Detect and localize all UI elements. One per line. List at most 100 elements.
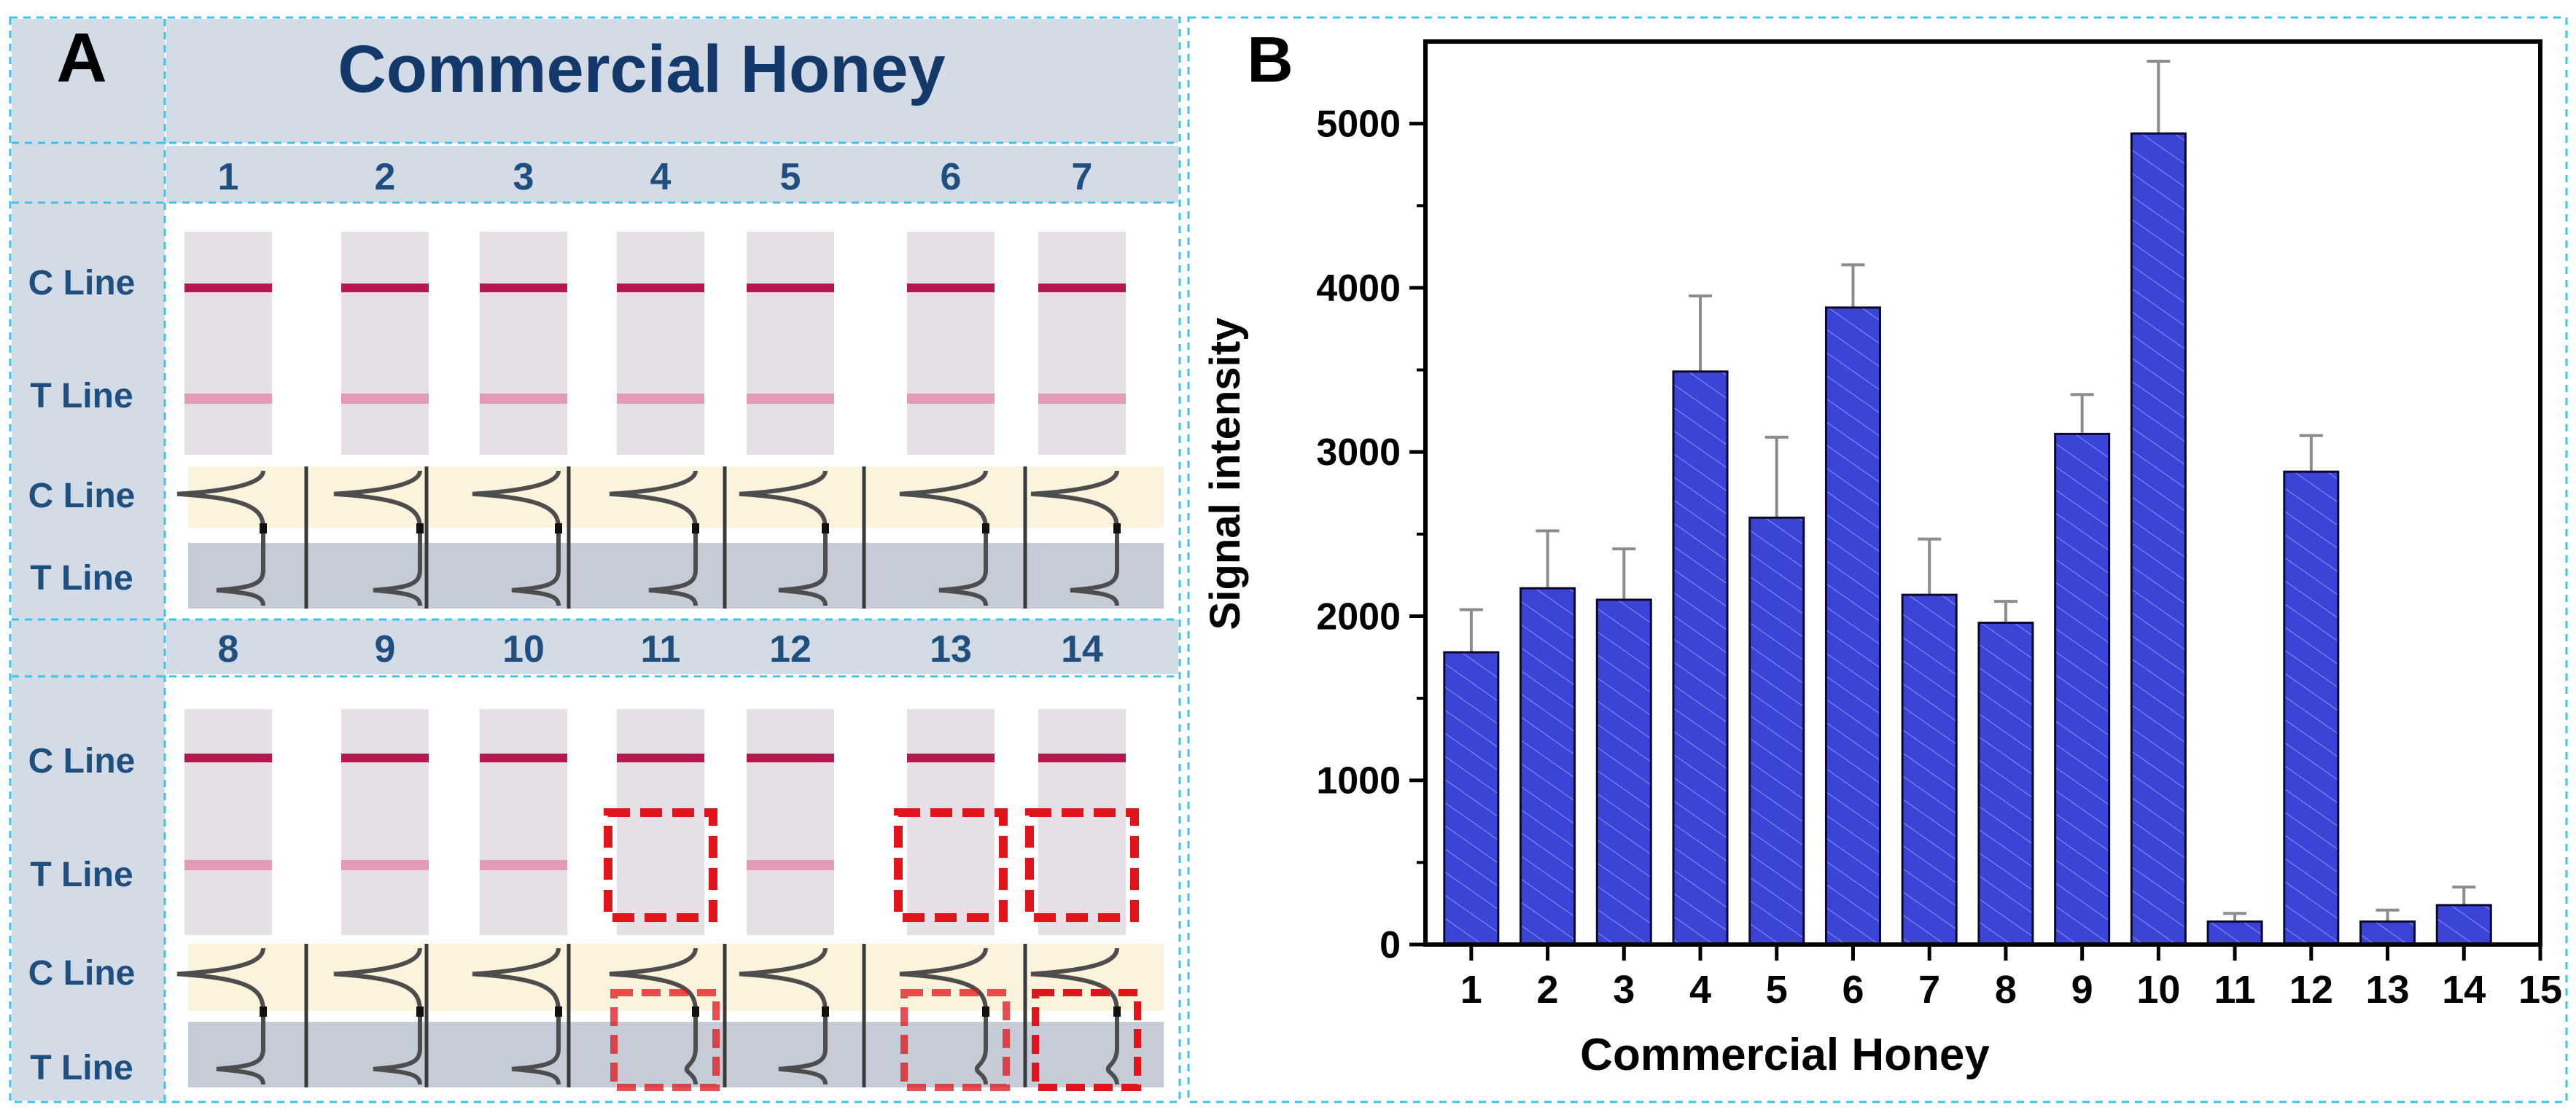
negative-t-line-box: [894, 808, 1008, 922]
sample-number: 5: [780, 156, 801, 198]
scan-curve: [1030, 470, 1119, 606]
x-tick-label: 4: [1689, 968, 1711, 1012]
t-line-label: T Line: [30, 856, 133, 894]
t-line-label: T Line: [30, 1049, 133, 1087]
control-band: [341, 284, 429, 292]
c-curve-band: [188, 944, 1164, 1011]
curve-marker: [1113, 523, 1121, 533]
sample-number: 3: [513, 156, 534, 198]
curve-marker: [822, 1006, 829, 1017]
panel-b-letter: B: [1247, 23, 1293, 95]
scan-curve: [899, 947, 988, 1085]
c-line-label: C Line: [28, 954, 136, 993]
x-axis-label: Commercial Honey: [1580, 1030, 1990, 1080]
x-tick-label: 3: [1613, 968, 1635, 1012]
bar: [2283, 470, 2340, 946]
sample-number: 10: [502, 628, 545, 671]
scan-curve: [333, 947, 422, 1085]
sample-number: 1: [218, 156, 239, 198]
panel-a-border: [9, 16, 1181, 1103]
test-band: [341, 860, 429, 870]
negative-curve-box: [610, 989, 720, 1091]
curve-marker: [982, 1006, 989, 1017]
scan-curve: [472, 947, 561, 1085]
test-band: [747, 394, 834, 404]
scan-curve: [739, 947, 828, 1085]
sample-group-top: 1 2 3 4 5 6 7: [176, 156, 1164, 609]
bar: [2206, 920, 2263, 946]
x-tick-label: 10: [2136, 968, 2180, 1012]
c-curve-band: [188, 466, 1164, 528]
negative-curve-box: [900, 989, 1010, 1091]
x-tick-label: 13: [2366, 968, 2410, 1012]
x-tick-label: 2: [1537, 968, 1559, 1012]
sample-number: 13: [930, 628, 972, 671]
x-tick-label: 12: [2289, 968, 2333, 1012]
control-band: [907, 284, 995, 292]
test-strip: [747, 709, 834, 935]
bar: [1443, 651, 1500, 946]
sample-number: 11: [641, 628, 681, 671]
bar: [1901, 593, 1958, 946]
panel-a: A Commercial Honey C Line T Line C Line …: [9, 16, 1181, 1103]
row-label-column: [12, 19, 165, 1101]
test-strip: [184, 709, 272, 935]
bar: [2359, 920, 2416, 946]
x-tick-label: 9: [2071, 968, 2093, 1012]
curve-marker: [692, 1006, 699, 1017]
curve-marker: [1113, 1006, 1121, 1017]
scan-curve: [739, 470, 828, 606]
plot-frame: [1423, 39, 2542, 947]
test-band: [747, 860, 834, 870]
control-band: [480, 284, 567, 292]
x-tick-label: 7: [1918, 968, 1940, 1012]
test-strip: [1038, 232, 1126, 455]
y-tick-label: 3000: [1316, 431, 1401, 474]
scan-curve: [609, 947, 698, 1085]
test-strip: [907, 232, 995, 455]
y-tick-label: 0: [1380, 924, 1401, 966]
curve-marker: [822, 523, 829, 533]
test-strip: [184, 232, 272, 455]
t-curve-band: [188, 1022, 1164, 1087]
control-band: [617, 754, 704, 762]
test-strip: [747, 232, 834, 455]
sample-number: 12: [769, 628, 812, 671]
sample-number: 7: [1072, 156, 1093, 198]
panel-b: B Signal intensity Commercial Honey 0 100…: [1187, 16, 2568, 1103]
x-tick-label: 15: [2518, 968, 2562, 1012]
test-strip: [341, 232, 429, 455]
panel-a-letter: A: [56, 19, 106, 97]
c-line-label: C Line: [28, 477, 136, 515]
control-band: [184, 754, 272, 762]
control-band: [747, 284, 834, 292]
test-band: [617, 394, 704, 404]
test-strip: [617, 232, 704, 455]
sample-number: 2: [375, 156, 396, 198]
sample-number: 9: [375, 628, 396, 671]
sample-number: 14: [1061, 628, 1103, 671]
number-header-bottom: [166, 619, 1178, 674]
test-strip: [341, 709, 429, 935]
control-band: [1038, 284, 1126, 292]
curve-marker: [416, 523, 424, 533]
bar: [1748, 516, 1805, 946]
x-tick-label: 5: [1766, 968, 1788, 1012]
test-strip: [480, 709, 567, 935]
sample-number: 6: [941, 156, 962, 198]
control-band: [184, 284, 272, 292]
panel-a-title: Commercial Honey: [338, 32, 945, 106]
c-line-label: C Line: [28, 264, 136, 302]
scan-curve: [333, 470, 422, 606]
x-tick-label: 1: [1460, 968, 1482, 1012]
control-band: [480, 754, 567, 762]
curve-marker: [982, 523, 989, 533]
curve-marker: [416, 1006, 424, 1017]
curve-marker: [555, 523, 562, 533]
sample-number: 4: [650, 156, 672, 198]
y-tick-label: 2000: [1316, 595, 1401, 638]
test-band: [480, 394, 567, 404]
x-tick-label: 11: [2214, 968, 2256, 1012]
